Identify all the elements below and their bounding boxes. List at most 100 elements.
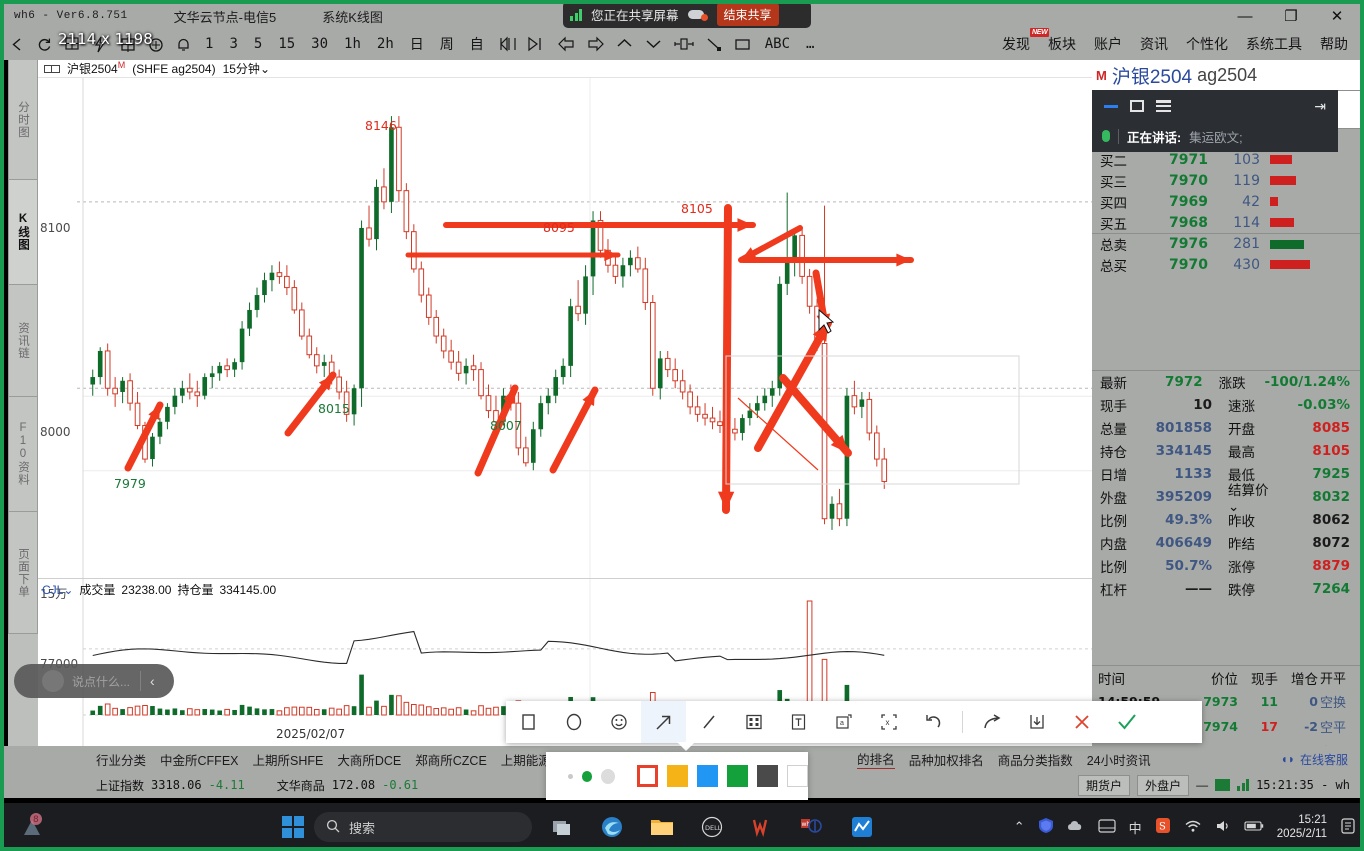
dell-icon[interactable]: DELL [692,803,732,851]
stat-row[interactable]: 内盘 406649 昨结 8072 [1092,531,1360,554]
menu-discover[interactable]: 发现 NEW [1002,28,1050,52]
cloud-tray-icon[interactable] [1067,819,1085,836]
sidebar-item-order[interactable]: 页面下单 [8,512,38,634]
zoom-up-icon[interactable] [610,28,639,60]
color-green[interactable] [727,765,749,787]
order-book-row[interactable]: 买二 7971 103 [1092,149,1360,170]
file-explorer-icon[interactable] [642,803,682,851]
order-book-row[interactable]: 买四 7969 42 [1092,191,1360,212]
desktop-app-icon[interactable]: 8 [18,811,52,843]
period-custom[interactable]: 自 [469,37,484,53]
stat-row[interactable]: 现手 10 速涨 -0.03% [1092,393,1360,416]
collapse-icon[interactable]: ‹ [150,673,155,689]
zoom-down-icon[interactable] [639,28,668,60]
color-white[interactable] [786,765,809,787]
period-2h[interactable]: 2h [376,36,394,52]
taskbar-clock[interactable]: 15:21 2025/2/11 [1277,813,1327,841]
sidebar-item-f10[interactable]: F10资料 [8,397,38,512]
edge-icon[interactable] [592,803,632,851]
microphone-icon[interactable] [1102,130,1110,142]
order-book-row-total-sell[interactable]: 总卖 7976 281 [1092,233,1360,254]
size-small[interactable] [568,773,573,779]
period-day[interactable]: 日 [409,37,424,53]
meeting-expand-icon[interactable]: ⇥ [1314,97,1326,114]
meeting-menu-icon[interactable] [1156,100,1171,112]
rectangle-icon[interactable] [506,701,551,743]
chart-period-selector[interactable]: 15分钟⌄ [222,62,270,76]
period-15[interactable]: 15 [278,36,296,52]
period-30[interactable]: 30 [311,36,329,52]
menu-personalize[interactable]: 个性化 [1186,36,1228,52]
period-5[interactable]: 5 [253,36,263,52]
end-share-button[interactable]: 结束共享 [716,3,779,26]
grid-layout-icon[interactable] [114,28,142,60]
period-1h[interactable]: 1h [344,36,361,52]
nav-ranking[interactable]: 的排名 [857,749,895,769]
split-right-icon[interactable] [522,28,552,60]
alarm-bell-icon[interactable] [170,28,197,60]
save-icon[interactable] [1014,701,1059,743]
online-service-link[interactable]: ◖◗ 在线客服 [1280,752,1348,767]
menu-help[interactable]: 帮助 [1320,36,1348,52]
toolbar-more-button[interactable]: … [806,36,815,52]
stat-row[interactable]: 总量 801858 开盘 8085 [1092,416,1360,439]
nav-weighted-ranking[interactable]: 品种加权排名 [908,753,984,768]
crosshair-tool-icon[interactable] [58,28,86,60]
wenhua-icon[interactable]: wh [792,803,832,851]
stat-row[interactable]: 外盘 395209 结算价 ⌄ 8032 [1092,483,1360,514]
nav-dce[interactable]: 大商所DCE [337,753,402,768]
window-minimize-button[interactable]: — [1237,7,1253,25]
order-book-row[interactable]: 买三 7970 119 [1092,170,1360,191]
trendline-icon[interactable] [700,28,728,60]
nav-czce[interactable]: 郑商所CZCE [415,753,487,768]
meeting-minimize-icon[interactable] [1104,104,1118,108]
rectangle-tool-icon[interactable] [728,28,757,60]
stat-row[interactable]: 杠杆 —— 跌停 7264 [1092,577,1360,600]
floating-comment-bar[interactable]: 说点什么... ‹ [14,664,174,698]
line-icon[interactable] [686,701,731,743]
period-3[interactable]: 3 [229,36,238,52]
nav-category-index[interactable]: 商品分类指数 [997,753,1073,768]
index2-name[interactable]: 文华商品 [276,778,325,793]
confirm-icon[interactable] [1104,701,1149,743]
window-maximize-button[interactable]: ❐ [1284,8,1298,25]
page-right-icon[interactable] [581,28,610,60]
windows-start-icon[interactable] [282,816,304,838]
menu-system-tools[interactable]: 系统工具 [1246,36,1302,52]
cloud-sync-icon[interactable] [142,28,170,60]
window-close-button[interactable]: ✕ [1330,8,1344,25]
sidebar-item-news[interactable]: 资讯链 [8,285,38,397]
comment-input[interactable]: 说点什么... [72,674,131,689]
notification-icon[interactable] [1340,817,1356,838]
search-input[interactable]: 搜索 [314,812,532,842]
volume-icon[interactable] [1215,819,1231,836]
color-dark[interactable] [757,765,778,787]
sidebar-item-fenshi[interactable]: 分时图 [8,60,38,180]
arrow-icon[interactable] [641,701,686,743]
foreign-account-button[interactable]: 外盘户 [1137,774,1190,796]
chevron-up-icon[interactable]: ⌃ [1013,819,1025,834]
taskview-icon[interactable] [542,803,582,851]
ime-indicator[interactable]: 中 [1128,820,1142,836]
chart-app-icon[interactable] [842,803,882,851]
stat-row[interactable]: 比例 49.3% 昨收 8062 [1092,508,1360,531]
indicator-selector[interactable]: CJL⌄ [42,582,74,597]
color-blue[interactable] [697,765,719,787]
text-icon[interactable] [776,701,821,743]
stat-row[interactable]: 日增 1133 最低 7925 [1092,462,1360,485]
ellipse-icon[interactable] [551,701,596,743]
menu-account[interactable]: 账户 [1094,36,1122,52]
back-icon[interactable] [4,28,31,60]
size-medium[interactable] [581,770,593,782]
wps-icon[interactable] [742,803,782,851]
period-1[interactable]: 1 [205,36,214,52]
layout-icon[interactable] [44,64,60,73]
meeting-overlay[interactable]: ⇥ 正在讲话: 集运欧文; [1092,90,1338,152]
undo-icon[interactable] [911,701,956,743]
ocr-icon[interactable]: x [866,701,911,743]
stat-row[interactable]: 最新 7972 涨跌 -100/1.24% [1092,370,1360,393]
menu-sector[interactable]: 板块 [1048,36,1076,52]
size-large[interactable] [601,768,616,784]
stat-row[interactable]: 持仓 334145 最高 8105 [1092,439,1360,462]
order-book-row[interactable]: 买五 7968 114 [1092,212,1360,233]
